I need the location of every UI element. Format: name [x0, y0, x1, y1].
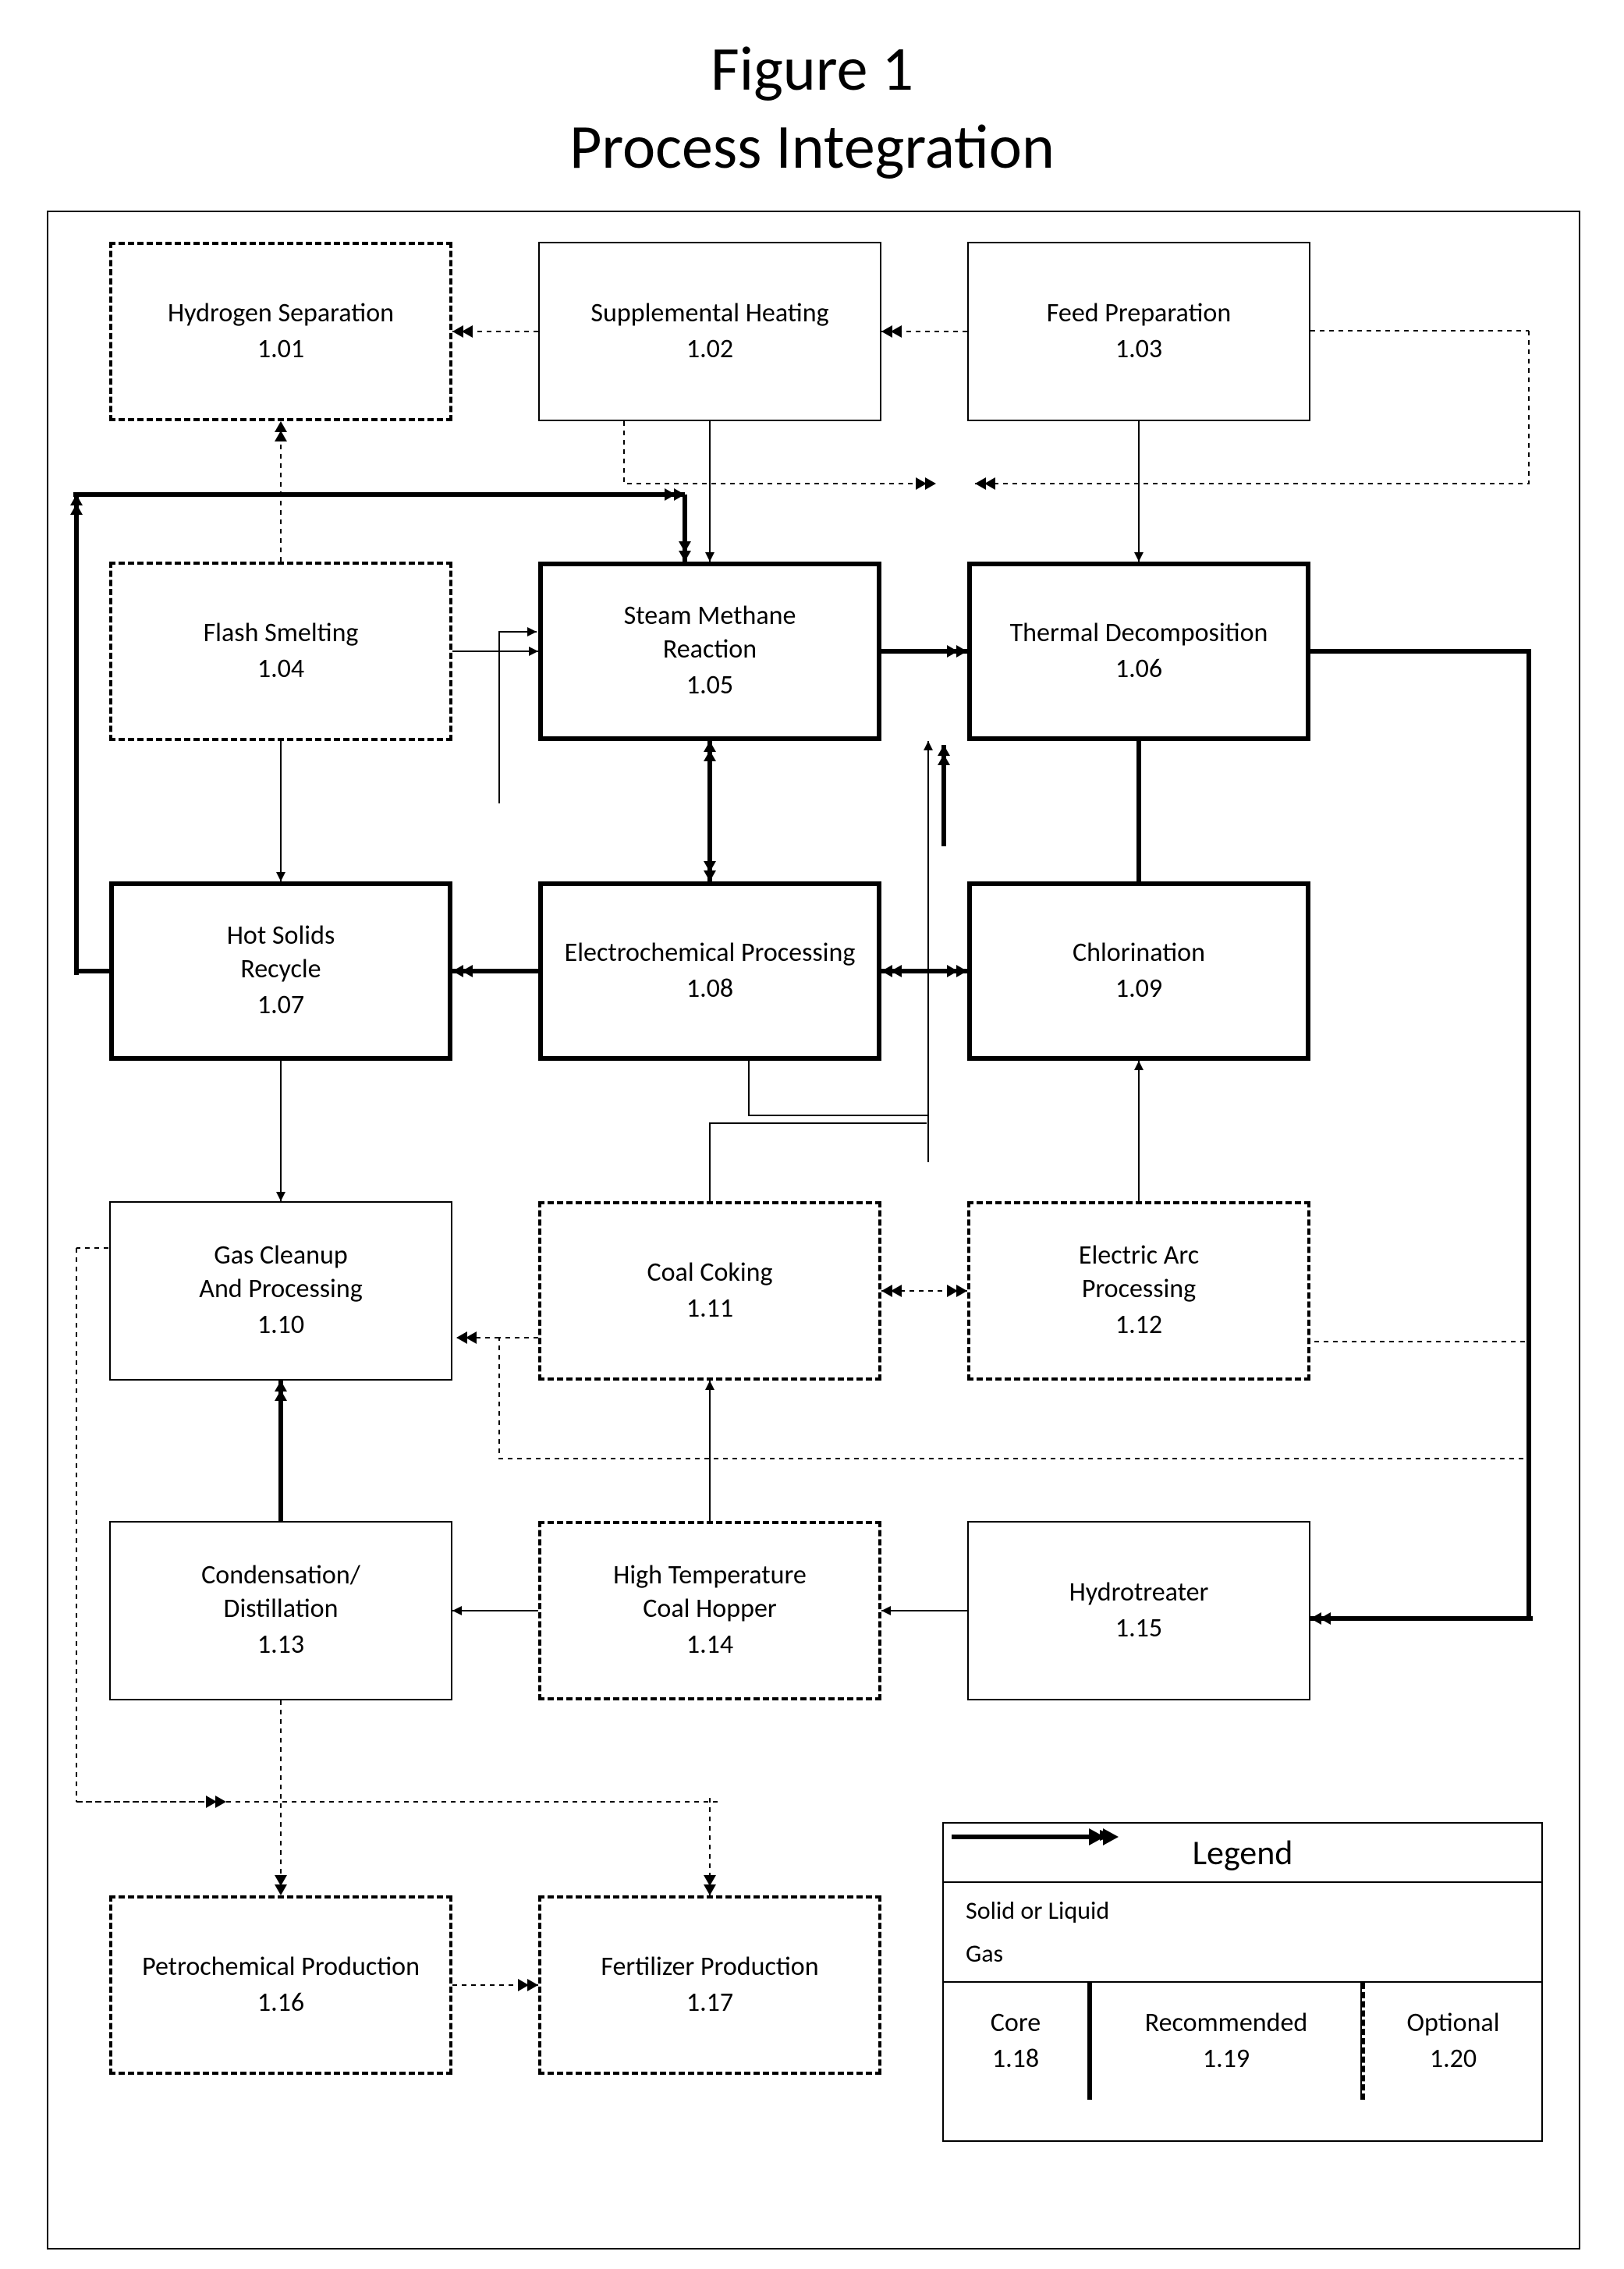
legend-rec-label: Recommended: [1145, 2007, 1308, 2040]
node-1-07: Hot SolidsRecycle1.07: [109, 881, 452, 1061]
legend-core-label: Core: [991, 2007, 1041, 2040]
legend-box: Legend Solid or Liquid Gas Core 1.18 Rec…: [942, 1822, 1543, 2142]
edge-e106_right: [1310, 651, 1529, 1618]
node-1-13: Condensation/Distillation1.13: [109, 1521, 452, 1700]
node-1-10: Gas CleanupAnd Processing1.10: [109, 1201, 452, 1381]
node-1-11: Coal Coking1.11: [538, 1201, 881, 1381]
edge-e_into105_left: [499, 632, 537, 803]
node-1-12: Electric ArcProcessing1.12: [967, 1201, 1310, 1381]
node-1-02: Supplemental Heating1.02: [538, 242, 881, 421]
legend-core-cell: Core 1.18: [944, 1983, 1092, 2100]
legend-solid-label: Solid or Liquid: [966, 1895, 1122, 1926]
legend-core-num: 1.18: [992, 2043, 1039, 2076]
node-1-14: High TemperatureCoal Hopper1.14: [538, 1521, 881, 1700]
legend-gas-arrow-icon: [944, 1824, 1147, 1850]
legend-opt-label: Optional: [1406, 2007, 1499, 2040]
diagram-page: Figure 1 Process Integration Hydrogen Se…: [0, 0, 1624, 2269]
node-1-03: Feed Preparation1.03: [967, 242, 1310, 421]
legend-opt-num: 1.20: [1430, 2043, 1477, 2076]
node-1-04: Flash Smelting1.04: [109, 562, 452, 741]
node-1-15: Hydrotreater1.15: [967, 1521, 1310, 1700]
node-1-06: Thermal Decomposition1.06: [967, 562, 1310, 741]
node-1-08: Electrochemical Processing1.08: [538, 881, 881, 1061]
edge-e111_up: [710, 1123, 927, 1201]
edge-e108_down: [749, 1061, 928, 1115]
legend-gas-label: Gas: [966, 1938, 1122, 1969]
edge-e102_down_dot: [624, 421, 936, 484]
node-1-17: Fertilizer Production1.17: [538, 1895, 881, 2075]
node-1-16: Petrochemical Production1.16: [109, 1895, 452, 2075]
node-1-05: Steam MethaneReaction1.05: [538, 562, 881, 741]
legend-rec-cell: Recommended 1.19: [1092, 1983, 1362, 2100]
node-1-09: Chlorination1.09: [967, 881, 1310, 1061]
node-1-01: Hydrogen Separation1.01: [109, 242, 452, 421]
legend-opt-cell: Optional 1.20: [1362, 1983, 1541, 2100]
legend-rec-num: 1.19: [1203, 2043, 1250, 2076]
